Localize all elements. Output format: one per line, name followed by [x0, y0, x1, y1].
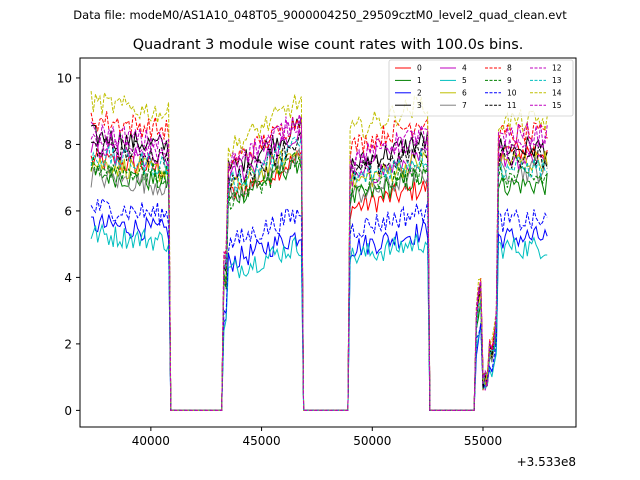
x-tick-label: 40000 — [132, 434, 170, 448]
figure-suptitle: Data file: modeM0/AS1A10_048T05_90000042… — [73, 8, 567, 22]
series-line-14 — [90, 90, 548, 411]
y-tick-label: 8 — [64, 138, 72, 152]
y-tick-label: 10 — [57, 71, 72, 85]
y-tick-label: 0 — [64, 404, 72, 418]
legend-label-11: 11 — [507, 101, 517, 110]
x-axis-offset-text: +3.533e8 — [517, 455, 576, 469]
legend-frame — [388, 59, 574, 117]
series-line-6 — [90, 149, 548, 411]
legend-label-2: 2 — [417, 88, 422, 97]
y-axis: 0 2 4 6 8 10 — [57, 71, 80, 418]
legend-label-12: 12 — [552, 64, 562, 73]
series-line-1 — [90, 151, 548, 411]
x-tick-label: 50000 — [353, 434, 391, 448]
legend-label-3: 3 — [417, 101, 422, 110]
x-tick-label: 55000 — [464, 434, 502, 448]
chart-title: Quadrant 3 module wise count rates with … — [133, 37, 524, 53]
legend-label-1: 1 — [417, 76, 422, 85]
legend-label-10: 10 — [507, 88, 517, 97]
legend-label-0: 0 — [417, 64, 422, 73]
series-line-3 — [90, 116, 548, 411]
series-line-12 — [90, 115, 548, 411]
legend-label-14: 14 — [552, 88, 562, 97]
y-tick-label: 2 — [64, 337, 72, 351]
x-axis: 40000 45000 50000 55000 — [132, 427, 502, 448]
legend-label-4: 4 — [462, 64, 467, 73]
legend-label-15: 15 — [552, 101, 562, 110]
series-line-8 — [90, 111, 548, 411]
legend-label-6: 6 — [462, 88, 467, 97]
legend-label-9: 9 — [507, 76, 512, 85]
y-tick-label: 4 — [64, 271, 72, 285]
series-layer — [90, 90, 548, 411]
legend-label-7: 7 — [462, 101, 467, 110]
plot-frame — [79, 57, 577, 428]
legend-label-13: 13 — [552, 76, 562, 85]
legend-label-5: 5 — [462, 76, 467, 85]
series-line-15 — [90, 114, 548, 411]
legend-label-8: 8 — [507, 64, 512, 73]
x-tick-label: 45000 — [242, 434, 280, 448]
y-tick-label: 6 — [64, 204, 72, 218]
